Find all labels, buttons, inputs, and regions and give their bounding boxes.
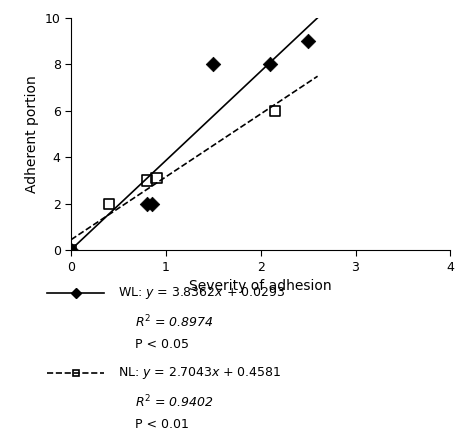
Text: WL: $y$ = 3.8362$x$ + 0.0293: WL: $y$ = 3.8362$x$ + 0.0293 [118, 285, 285, 301]
Y-axis label: Adherent portion: Adherent portion [25, 75, 39, 193]
Point [304, 38, 312, 45]
Point [143, 200, 151, 207]
Text: $R^{2}$ = 0.8974: $R^{2}$ = 0.8974 [135, 313, 214, 330]
Point [148, 200, 155, 207]
Point [271, 107, 279, 114]
Point [67, 247, 75, 254]
Point [105, 200, 113, 207]
Text: $R^{2}$ = 0.9402: $R^{2}$ = 0.9402 [135, 394, 214, 411]
Text: P < 0.01: P < 0.01 [135, 418, 189, 431]
Text: NL: $y$ = 2.7043$x$ + 0.4581: NL: $y$ = 2.7043$x$ + 0.4581 [118, 365, 282, 381]
Point [67, 247, 75, 254]
Point [266, 61, 274, 68]
Point [210, 61, 217, 68]
Point [143, 177, 151, 184]
Text: P < 0.05: P < 0.05 [135, 337, 189, 351]
X-axis label: Severity of adhesion: Severity of adhesion [190, 279, 332, 293]
Point [153, 175, 160, 182]
